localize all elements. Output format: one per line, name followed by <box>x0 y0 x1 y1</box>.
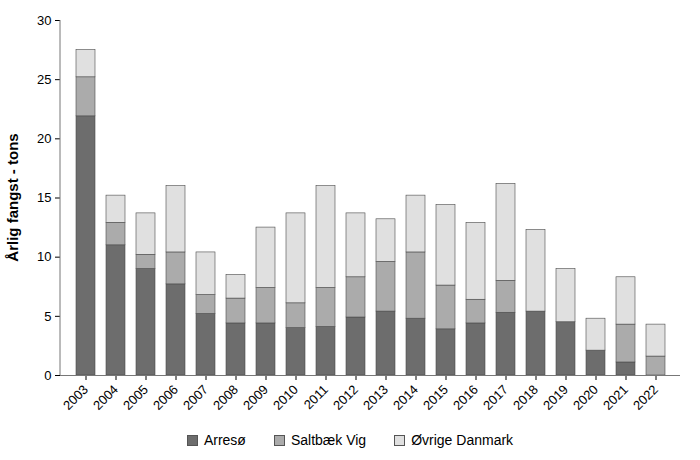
svg-text:2010: 2010 <box>270 382 301 413</box>
svg-text:2004: 2004 <box>90 382 121 413</box>
svg-text:2006: 2006 <box>150 382 181 413</box>
svg-text:25: 25 <box>37 72 51 87</box>
svg-text:2011: 2011 <box>301 382 331 412</box>
svg-text:30: 30 <box>37 13 51 28</box>
svg-text:2022: 2022 <box>630 382 661 413</box>
svg-text:2015: 2015 <box>420 382 451 413</box>
svg-text:20: 20 <box>37 131 51 146</box>
svg-text:2008: 2008 <box>210 382 241 413</box>
svg-text:15: 15 <box>37 190 51 205</box>
svg-text:2007: 2007 <box>180 382 211 413</box>
svg-text:2017: 2017 <box>480 382 511 413</box>
svg-text:2005: 2005 <box>120 382 151 413</box>
svg-text:Årlig fangst - tons: Årlig fangst - tons <box>4 133 21 261</box>
svg-text:2012: 2012 <box>330 382 361 413</box>
svg-text:2016: 2016 <box>450 382 481 413</box>
svg-text:10: 10 <box>37 249 51 264</box>
svg-text:0: 0 <box>44 368 51 383</box>
svg-text:2013: 2013 <box>360 382 391 413</box>
svg-text:2019: 2019 <box>540 382 571 413</box>
svg-text:2021: 2021 <box>600 382 631 413</box>
svg-text:2020: 2020 <box>570 382 601 413</box>
svg-text:2014: 2014 <box>390 382 421 413</box>
html-text:Arresø: Arresø <box>203 432 246 448</box>
svg-text:2003: 2003 <box>60 382 91 413</box>
svg-text:5: 5 <box>44 308 51 323</box>
svg-text:2018: 2018 <box>510 382 541 413</box>
html-text:Saltbæk Vig: Saltbæk Vig <box>290 432 367 448</box>
html-text:Øvrige Danmark: Øvrige Danmark <box>411 432 514 448</box>
svg-text:2009: 2009 <box>240 382 271 413</box>
